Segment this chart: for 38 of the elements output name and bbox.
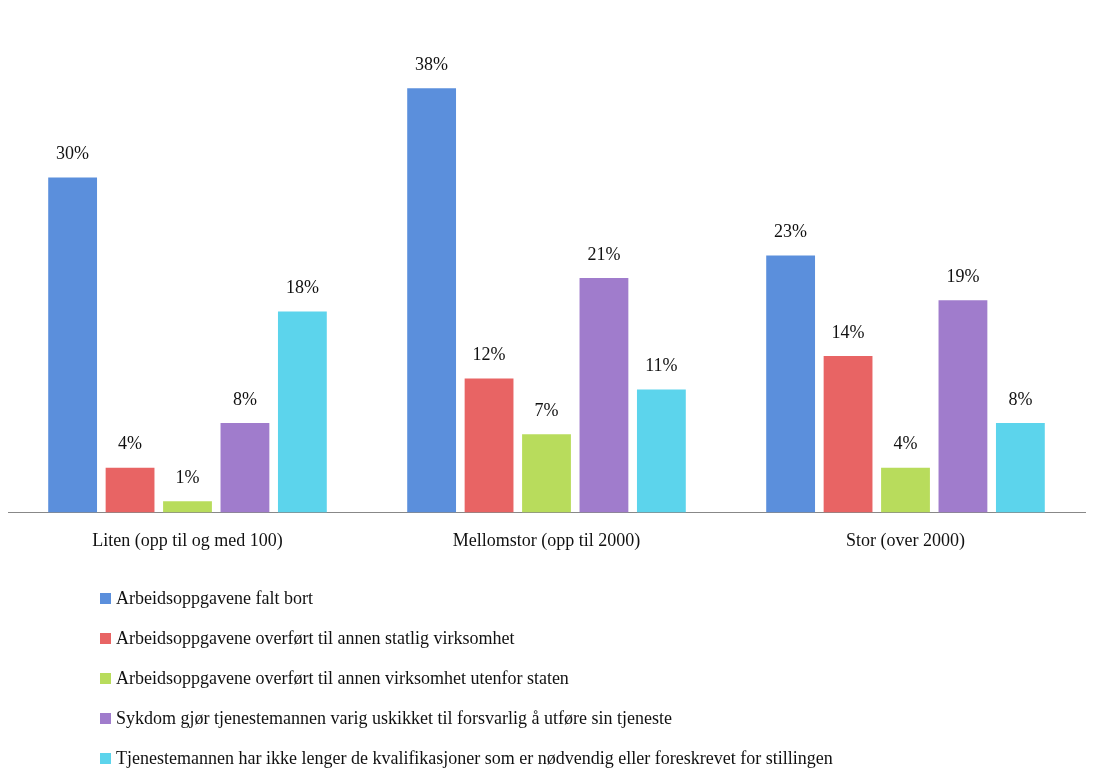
bar <box>220 423 270 513</box>
data-label: 18% <box>285 277 319 298</box>
bar <box>163 501 212 513</box>
bar <box>881 467 930 513</box>
data-label: 38% <box>415 53 449 74</box>
bar <box>105 467 155 513</box>
data-label: 8% <box>232 388 257 409</box>
bar <box>579 277 629 513</box>
bar <box>995 423 1045 513</box>
data-label: 30% <box>56 143 90 164</box>
legend-label: Arbeidsoppgavene overført til annen statlig virksomhet <box>116 627 515 649</box>
data-label: 19% <box>946 266 980 287</box>
bar <box>766 255 816 513</box>
x-tick-label: Mellomstor (opp til 2000) <box>452 529 641 551</box>
data-label: 14% <box>831 321 865 342</box>
data-label: 1% <box>175 466 200 487</box>
bar <box>277 311 327 513</box>
legend-label: Sykdom gjør tjenestemannen varig uskikket til forsvarlig å utføre sin tjeneste <box>116 707 672 729</box>
legend-label: Arbeidsoppgavene falt bort <box>116 587 313 609</box>
x-tick-label: Liten (opp til og med 100) <box>92 529 283 551</box>
data-label: 4% <box>893 433 918 454</box>
bar <box>407 88 457 513</box>
data-label: 11% <box>645 355 678 376</box>
data-label: 23% <box>774 221 808 242</box>
data-label: 8% <box>1008 388 1033 409</box>
data-label: 7% <box>534 399 559 420</box>
x-tick-label: Stor (over 2000) <box>846 529 965 551</box>
bar <box>823 356 873 513</box>
bar <box>636 389 686 513</box>
bar <box>522 434 571 513</box>
legend-label: Arbeidsoppgavene overført til annen virksomhet utenfor staten <box>116 667 569 689</box>
bar <box>938 300 988 513</box>
data-label: 21% <box>587 243 621 264</box>
data-label: 4% <box>118 433 143 454</box>
bar <box>464 378 514 513</box>
data-label: 12% <box>472 344 506 365</box>
bar <box>48 177 98 513</box>
legend-label: Tjenestemannen har ikke lenger de kvalifikasjoner som er nødvendig eller foreskrevet for stillingen <box>116 747 833 769</box>
